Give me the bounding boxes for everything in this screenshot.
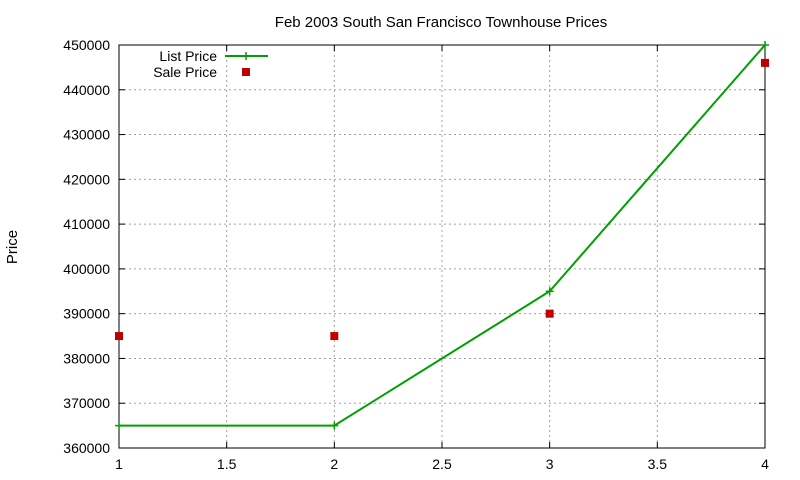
- data-point: [545, 309, 554, 318]
- y-tick-label: 370000: [63, 395, 110, 411]
- x-tick-label: 3: [546, 456, 554, 472]
- series-line: [119, 44, 766, 427]
- y-tick-label: 410000: [63, 216, 110, 232]
- data-point: [115, 332, 123, 341]
- x-tick-label: 2.5: [432, 456, 452, 472]
- y-axis-label: Price: [4, 230, 21, 264]
- data-point: [761, 41, 769, 49]
- y-tick-label: 440000: [63, 82, 110, 98]
- series-layer: [115, 41, 769, 430]
- chart-title: Feb 2003 South San Francisco Townhouse P…: [275, 14, 607, 31]
- y-tick-label: 430000: [63, 127, 110, 143]
- data-point: [545, 287, 554, 296]
- data-point: [115, 421, 123, 430]
- x-tick-label: 4: [761, 456, 769, 472]
- series-list-price: [115, 41, 769, 430]
- y-tick-label: 400000: [63, 261, 110, 277]
- series-sale-price: [115, 58, 769, 341]
- x-tick-label: 1.5: [217, 456, 237, 472]
- grid: [119, 45, 765, 448]
- legend-marker: [242, 68, 250, 76]
- legend-label: Sale Price: [153, 64, 217, 80]
- data-point: [330, 421, 339, 430]
- y-tick-label: 420000: [63, 171, 110, 187]
- x-tick-label: 3.5: [648, 456, 668, 472]
- y-tick-label: 450000: [63, 37, 110, 53]
- data-point: [330, 332, 339, 341]
- y-tick-label: 360000: [63, 440, 110, 456]
- data-point: [761, 58, 769, 67]
- y-tick-label: 380000: [63, 350, 110, 366]
- legend-label: List Price: [159, 48, 217, 64]
- x-tick-label: 2: [330, 456, 338, 472]
- legend-marker: [242, 52, 250, 60]
- axis-ticks: 1 1.5 2 2.5 3 3.5 4 360000 370000 380000 390000 400…: [63, 37, 769, 472]
- x-tick-label: 1: [115, 456, 123, 472]
- y-tick-label: 390000: [63, 306, 110, 322]
